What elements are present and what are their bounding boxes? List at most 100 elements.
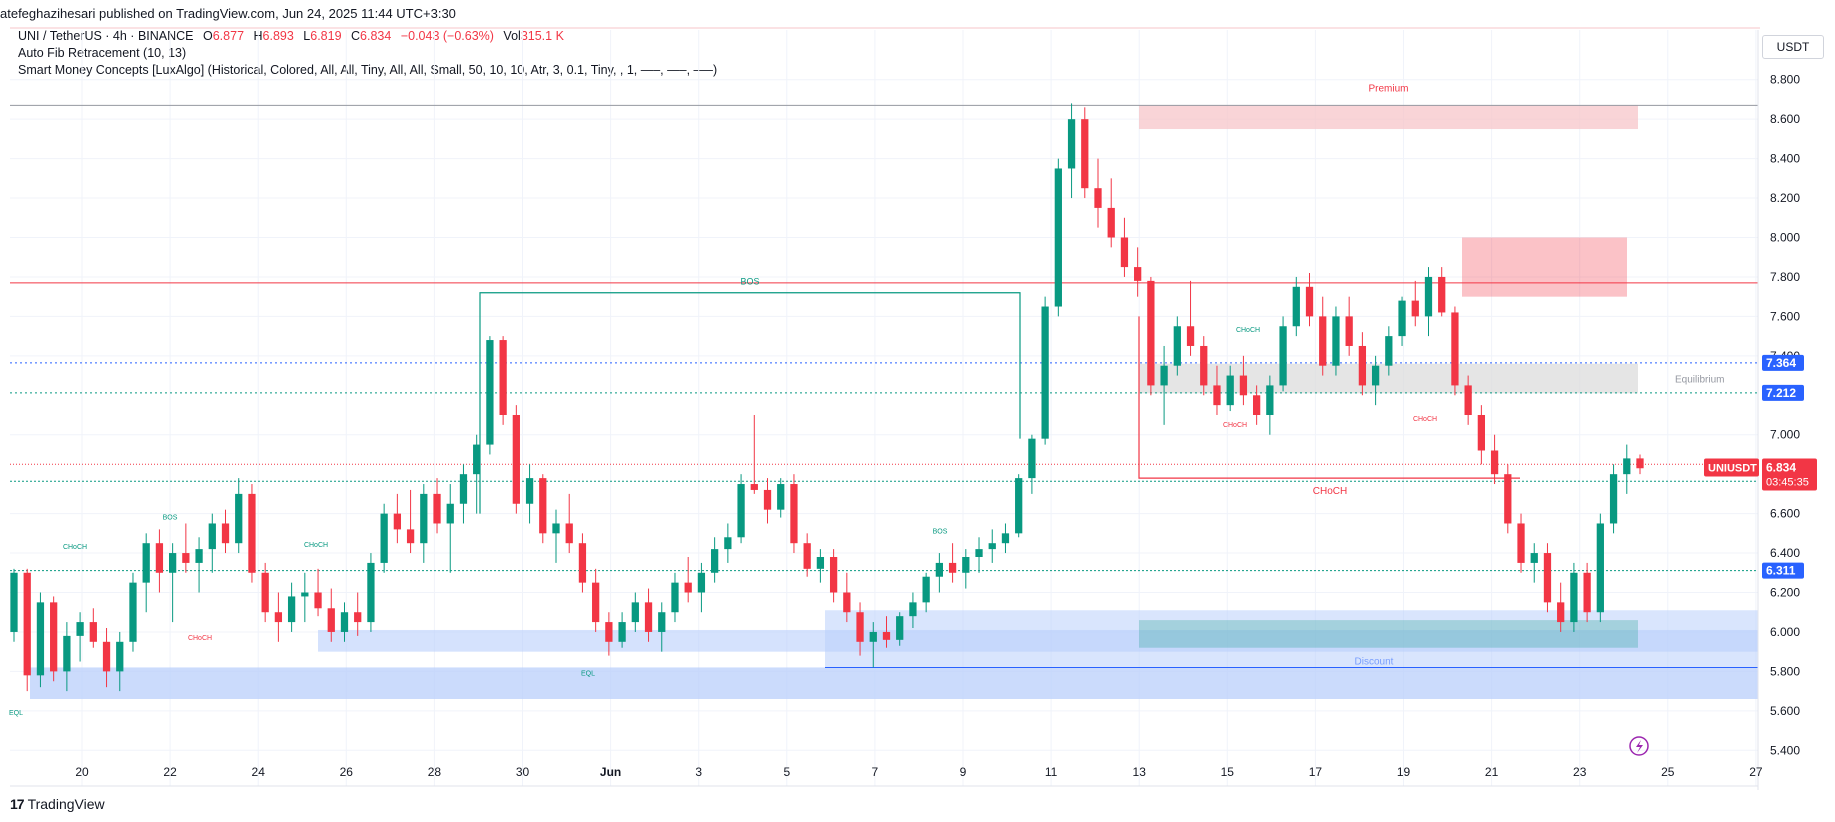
demand-block bbox=[825, 610, 1758, 668]
candle-body bbox=[486, 340, 494, 445]
candle-body bbox=[1067, 119, 1076, 169]
candle-body bbox=[182, 553, 190, 563]
price-badge bbox=[1762, 354, 1804, 371]
lightning-glyph bbox=[1636, 740, 1643, 753]
candle-body bbox=[393, 513, 402, 530]
candle-body bbox=[763, 489, 772, 510]
choch-label: CHoCH bbox=[1313, 486, 1347, 497]
x-tick-label: 13 bbox=[1133, 765, 1147, 779]
candle-body bbox=[1041, 306, 1049, 439]
open-value: 6.877 bbox=[212, 29, 245, 43]
indicator-fib[interactable]: Auto Fib Retracement (10, 13) bbox=[18, 46, 187, 60]
y-tick-label: 5.400 bbox=[1770, 743, 1800, 757]
candle-body bbox=[710, 549, 719, 573]
structure-label: EQL bbox=[581, 670, 595, 677]
close-label: C bbox=[351, 29, 361, 43]
candle-body bbox=[459, 474, 468, 504]
symbol-legend: UNI / TetherUS · 4h · BINANCE O6.877 H6.… bbox=[18, 29, 564, 43]
candle-body bbox=[948, 562, 957, 573]
y-tick-label: 8.000 bbox=[1770, 231, 1800, 245]
candle-body bbox=[1345, 316, 1353, 346]
y-tick-label: 6.600 bbox=[1770, 507, 1800, 521]
candle-body bbox=[1028, 438, 1036, 479]
candle-body bbox=[856, 612, 864, 642]
low-label: L bbox=[303, 29, 311, 43]
bos-line bbox=[479, 292, 1021, 514]
zone-premium bbox=[1139, 105, 1638, 130]
x-tick-label: 23 bbox=[1573, 765, 1587, 779]
y-tick-label: 7.600 bbox=[1770, 309, 1800, 323]
candle-body bbox=[1147, 280, 1155, 386]
candle-body bbox=[499, 340, 507, 415]
candle-body bbox=[1186, 326, 1195, 346]
candle-body bbox=[829, 557, 838, 593]
candle-body bbox=[512, 415, 520, 504]
candle-body bbox=[50, 602, 58, 672]
structure-label: CHoCH bbox=[1223, 422, 1247, 429]
candle-body bbox=[1636, 458, 1644, 469]
candle-body bbox=[816, 557, 825, 569]
choch-line bbox=[1138, 316, 1520, 479]
x-tick-label: 26 bbox=[340, 765, 354, 779]
tradingview-logo[interactable]: 17 TradingView bbox=[10, 796, 105, 812]
candle-body bbox=[1543, 553, 1552, 603]
candle-body bbox=[777, 484, 785, 510]
x-tick-label: Jun bbox=[600, 765, 621, 779]
candle-body bbox=[248, 493, 256, 573]
y-tick-label: 6.200 bbox=[1770, 586, 1800, 600]
candle-body bbox=[684, 582, 692, 593]
x-tick-label: 21 bbox=[1485, 765, 1499, 779]
candle-body bbox=[261, 572, 269, 613]
candle-body bbox=[23, 572, 31, 676]
candle-body bbox=[803, 543, 811, 569]
candle-body bbox=[1583, 572, 1591, 613]
candle-body bbox=[618, 622, 626, 642]
structure-label: BOS bbox=[933, 528, 948, 535]
candle-body bbox=[1252, 395, 1261, 415]
candle-body bbox=[909, 602, 917, 617]
candle-body bbox=[1504, 474, 1512, 524]
candle-body bbox=[1054, 168, 1062, 307]
candle-body bbox=[896, 616, 904, 640]
candle-body bbox=[340, 612, 349, 632]
candle-body bbox=[1120, 237, 1129, 268]
low-value: 6.819 bbox=[310, 29, 342, 43]
candle-body bbox=[63, 635, 71, 672]
candle-body bbox=[644, 602, 653, 632]
candle-body bbox=[1279, 326, 1287, 386]
candle-body bbox=[935, 562, 944, 577]
price-badge bbox=[1762, 562, 1804, 579]
candle-body bbox=[1490, 450, 1499, 475]
symbol-name[interactable]: UNI / TetherUS · 4h · BINANCE bbox=[18, 29, 194, 43]
x-tick-label: 22 bbox=[163, 765, 177, 779]
structure-label: CHoCH bbox=[63, 544, 87, 551]
candle-body bbox=[473, 444, 481, 475]
x-tick-label: 27 bbox=[1749, 765, 1763, 779]
x-tick-label: 20 bbox=[75, 765, 89, 779]
candle-body bbox=[1411, 300, 1419, 317]
candle-body bbox=[1358, 345, 1367, 386]
candle-body bbox=[1398, 300, 1406, 337]
structure-label: CHoCH bbox=[304, 542, 328, 549]
candle-body bbox=[287, 596, 296, 623]
indicator-smc[interactable]: Smart Money Concepts [LuxAlgo] (Historic… bbox=[18, 63, 718, 77]
candle-body bbox=[737, 484, 745, 538]
candle-body bbox=[631, 602, 639, 623]
candle-body bbox=[1134, 267, 1142, 281]
price-badge-value: 6.311 bbox=[1766, 564, 1796, 578]
y-tick-label: 5.600 bbox=[1770, 704, 1800, 718]
last-price-value: 6.834 bbox=[1766, 460, 1796, 474]
price-badge-value: 7.212 bbox=[1766, 386, 1796, 400]
structure-label: CHoCH bbox=[188, 635, 212, 642]
price-badge-value: 7.364 bbox=[1766, 356, 1796, 370]
candle-body bbox=[843, 592, 851, 613]
currency-selector[interactable]: USDT bbox=[1762, 35, 1824, 59]
lightning-icon[interactable] bbox=[1629, 736, 1649, 756]
volume-value: 315.1 K bbox=[520, 29, 564, 43]
candle-body bbox=[1570, 572, 1578, 623]
structure-label: CHoCH bbox=[1413, 416, 1437, 423]
candle-body bbox=[578, 543, 587, 583]
candle-body bbox=[102, 641, 111, 672]
candle-body bbox=[1385, 336, 1393, 366]
